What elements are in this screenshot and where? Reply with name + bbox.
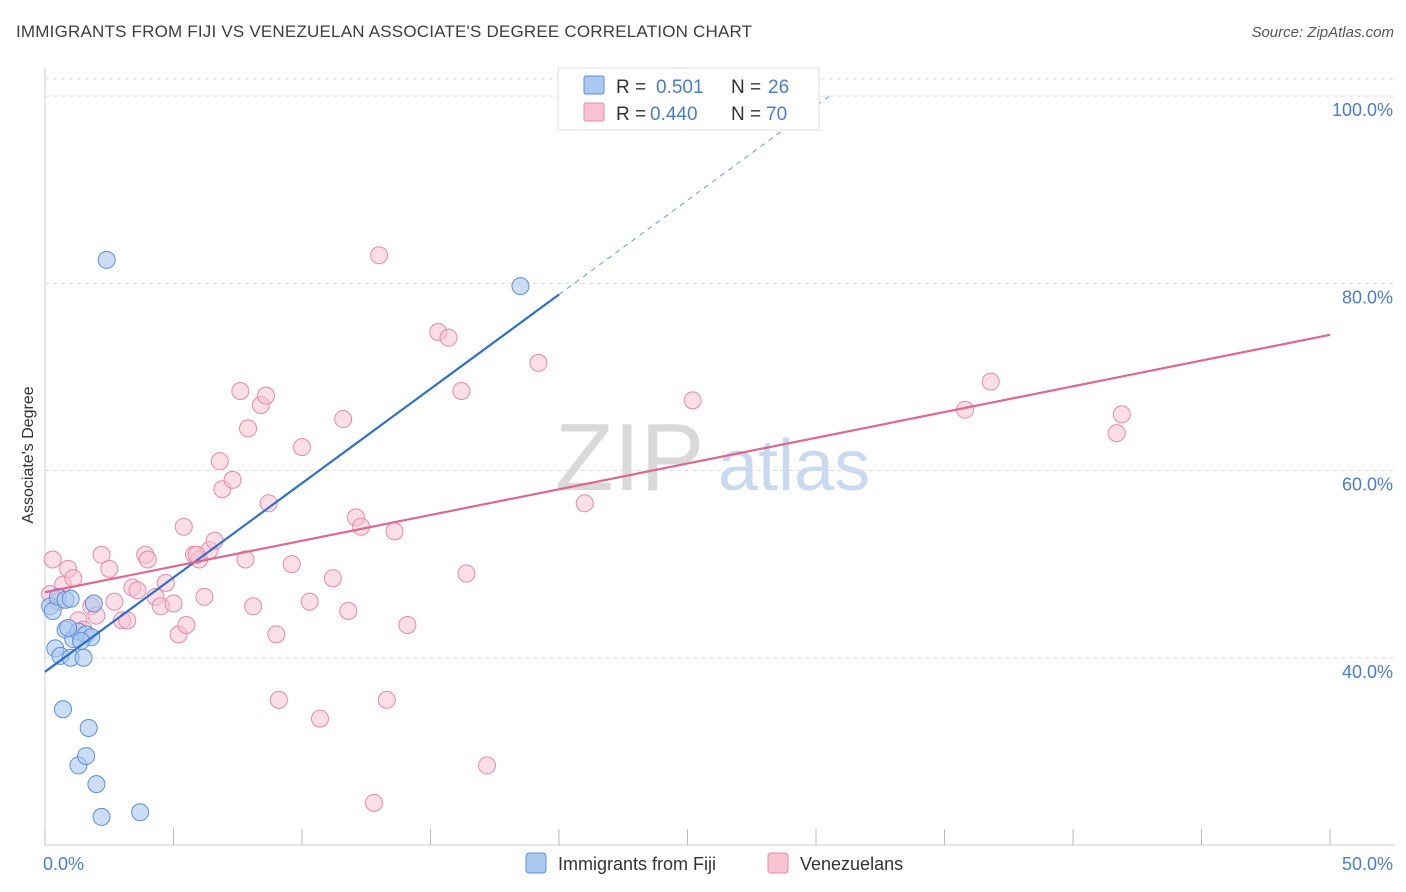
fiji-point: [77, 747, 96, 766]
venezuelans-point: [683, 391, 702, 410]
r-value-fiji: 0.501: [656, 77, 704, 98]
venezuelans-trend-line: [44, 333, 1331, 594]
venezuelans-point: [385, 522, 404, 541]
n-label-fiji: N =: [731, 77, 761, 98]
venezuelans-point: [282, 555, 301, 574]
venezuelans-point: [377, 690, 396, 709]
venezuelans-point: [339, 601, 358, 620]
series-legend: Immigrants from Fiji Venezuelans: [525, 852, 903, 874]
venezuelans-point: [257, 386, 276, 405]
venezuelans-point: [478, 756, 497, 775]
y-tick-label: 80.0%: [1342, 287, 1393, 307]
venezuelans-point: [1107, 424, 1126, 443]
venezuelans-point: [575, 494, 594, 513]
venezuelans-point: [210, 452, 229, 471]
watermark-zip: ZIP: [555, 404, 704, 511]
venezuelans-point: [239, 419, 258, 438]
fiji-point: [92, 807, 111, 826]
legend-fiji-label: Immigrants from Fiji: [558, 854, 716, 874]
n-label-ven: N =: [731, 104, 761, 125]
venezuelans-point: [164, 594, 183, 613]
venezuelans-point: [1112, 405, 1131, 424]
legend-fiji-swatch: [525, 852, 547, 874]
venezuelans-point: [452, 381, 471, 400]
venezuelans-point: [92, 545, 111, 564]
x-tick-labels: 0.0% 50.0%: [43, 854, 1393, 874]
fiji-points: [41, 250, 530, 826]
y-axis-label: Associate's Degree: [20, 386, 37, 523]
venezuelans-point: [267, 625, 286, 644]
venezuelans-point: [370, 246, 389, 265]
venezuelans-point: [457, 564, 476, 583]
venezuelans-point: [334, 410, 353, 429]
axes: [44, 68, 1395, 846]
r-label-fiji: R =: [616, 77, 646, 98]
venezuelans-point: [323, 569, 342, 588]
y-tick-label: 60.0%: [1342, 475, 1393, 495]
venezuelans-point: [138, 550, 157, 569]
fiji-point: [84, 594, 103, 613]
gridlines: [45, 78, 1395, 659]
venezuelans-point: [177, 616, 196, 635]
venezuelans-point: [128, 581, 147, 600]
source-credit: Source: ZipAtlas.com: [1251, 24, 1394, 41]
fiji-point: [53, 700, 72, 719]
n-value-ven: 70: [766, 104, 787, 125]
venezuelans-point: [118, 611, 137, 630]
r-label-ven: R =: [616, 104, 646, 125]
fiji-point: [79, 718, 98, 737]
venezuelans-point: [300, 592, 319, 611]
venezuelans-point: [105, 592, 124, 611]
venezuelans-points: [41, 246, 1131, 812]
venezuelans-point: [293, 438, 311, 457]
venezuelans-point: [195, 587, 214, 606]
venezuelans-point: [269, 690, 288, 709]
fiji-legend-swatch: [583, 75, 605, 95]
venezuelans-point: [231, 381, 250, 400]
watermark-atlas: atlas: [718, 426, 870, 506]
fiji-point: [74, 648, 93, 667]
fiji-point: [511, 277, 530, 296]
y-tick-label: 40.0%: [1342, 662, 1393, 682]
stats-legend: R = 0.501 N = 26 R = 0.440 N = 70: [557, 67, 820, 131]
fiji-trend-line: [44, 293, 560, 673]
venezuelans-point: [64, 569, 83, 588]
fiji-point: [87, 775, 106, 794]
venezuelans-point: [398, 616, 417, 635]
venezuelans-point: [529, 353, 548, 372]
venezuelans-point: [174, 517, 193, 536]
x-tick-label: 0.0%: [43, 854, 84, 874]
y-tick-labels: 40.0% 60.0% 80.0% 100.0%: [1332, 100, 1393, 682]
fiji-point: [59, 618, 78, 637]
venezuelans-point: [439, 328, 458, 347]
fiji-point: [71, 631, 90, 650]
legend-venezuelans-swatch: [767, 852, 789, 874]
venezuelans-point: [259, 494, 278, 513]
n-value-fiji: 26: [768, 77, 789, 98]
venezuelans-point: [43, 550, 62, 569]
venezuelans-point: [981, 372, 1000, 391]
venezuelans-point: [310, 709, 329, 728]
venezuelans-point: [364, 793, 383, 812]
fiji-point: [97, 250, 116, 269]
legend-venezuelans-label: Venezuelans: [800, 854, 903, 874]
venezuelans-point: [223, 470, 242, 489]
venezuelans-point: [100, 559, 119, 578]
fiji-point: [61, 589, 80, 608]
trend-lines: [44, 96, 1331, 673]
fiji-point: [131, 803, 150, 822]
venezuelans-legend-swatch: [583, 102, 605, 122]
r-value-ven: 0.440: [650, 104, 698, 125]
y-tick-label: 100.0%: [1332, 100, 1393, 120]
venezuelans-point: [244, 597, 263, 616]
chart-title: IMMIGRANTS FROM FIJI VS VENEZUELAN ASSOC…: [16, 22, 753, 41]
x-tick-label: 50.0%: [1342, 854, 1393, 874]
